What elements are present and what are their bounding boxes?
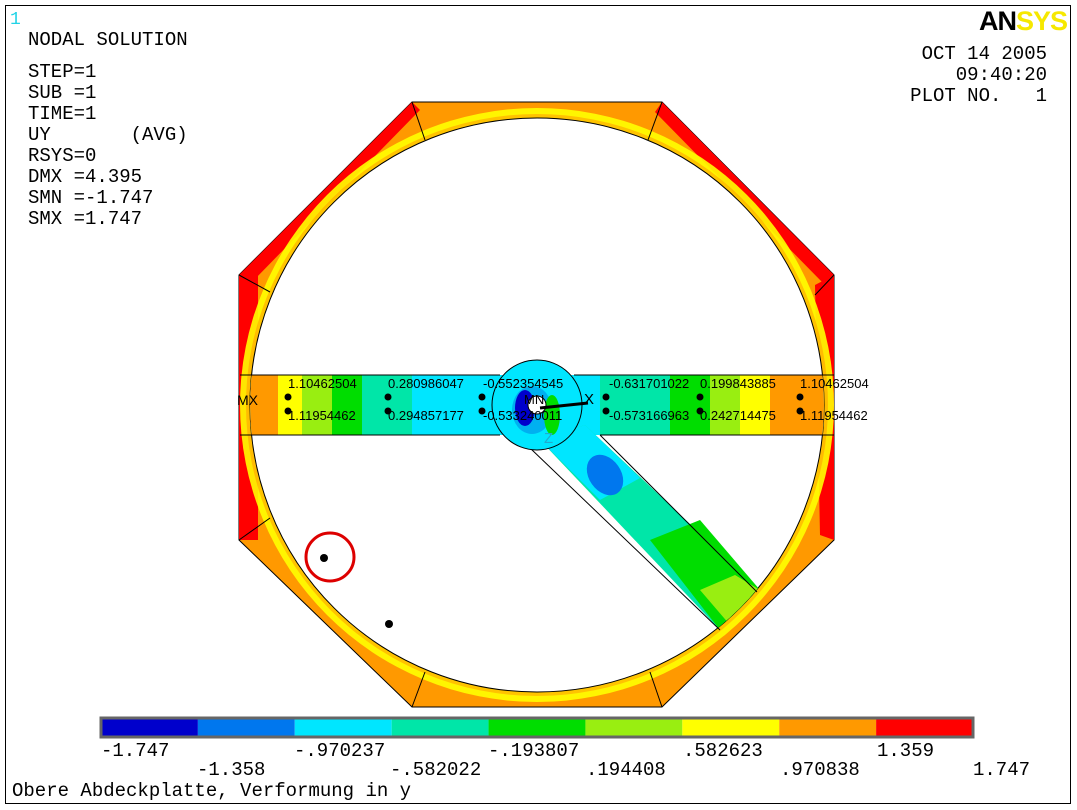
node-label-top-2: 0.280986047 <box>388 376 464 391</box>
info-smn: SMN =-1.747 <box>28 187 154 209</box>
marker-mx: MX <box>237 392 259 408</box>
plot-title: NODAL SOLUTION <box>28 29 188 51</box>
info-sub: SUB =1 <box>28 82 97 104</box>
node-label-bottom-6: 1.11954462 <box>800 408 868 423</box>
ansys-logo: ANSYS <box>978 6 1068 36</box>
info-dmx: DMX =4.395 <box>28 166 143 188</box>
legend-swatch-1 <box>197 718 295 737</box>
info-rsys: RSYS=0 <box>28 145 97 167</box>
legend-tick-4: -.193807 <box>488 740 580 762</box>
plot-frame <box>5 5 1071 804</box>
node-label-bottom-2: 0.294857177 <box>388 408 464 423</box>
legend-swatch-0 <box>101 718 198 737</box>
node-dots <box>284 393 804 628</box>
axis-x: X <box>584 391 594 408</box>
info-smx: SMX =1.747 <box>28 208 143 230</box>
legend-swatch-7 <box>779 718 877 737</box>
plot-time: 09:40:20 <box>955 64 1047 86</box>
info-step: STEP=1 <box>28 61 97 83</box>
legend-swatch-8 <box>876 718 973 737</box>
legend-tick-9: 1.747 <box>973 759 1031 781</box>
plot-date: OCT 14 2005 <box>921 43 1047 65</box>
legend-swatch-4 <box>488 718 586 737</box>
node-label-bottom-1: 1.11954462 <box>288 408 356 423</box>
info-time: TIME=1 <box>28 103 97 125</box>
legend-tick-1: -1.358 <box>197 759 266 781</box>
node-label-top-1: 1.10462504 <box>288 376 357 391</box>
red-edge-ur <box>655 102 834 282</box>
marker-mn: MN <box>524 392 544 407</box>
legend-tick-0: -1.747 <box>101 740 170 762</box>
node-label-top-5: 0.199843885 <box>700 376 776 391</box>
legend-swatch-3 <box>391 718 489 737</box>
legend-color-bar <box>101 718 973 737</box>
legend-tick-6: .582623 <box>683 740 763 762</box>
axis-z: Z <box>544 430 553 447</box>
legend-swatch-6 <box>682 718 780 737</box>
legend-tick-3: -.582022 <box>390 759 482 781</box>
red-edge-ul <box>239 102 420 282</box>
highlight-circle <box>304 531 356 583</box>
legend-tick-8: 1.359 <box>877 740 935 762</box>
node-label-top-4: -0.631701022 <box>609 376 689 391</box>
node-label-bottom-4: -0.573166963 <box>609 408 689 423</box>
plot-caption: Obere Abdeckplatte, Verformung in y <box>12 780 412 802</box>
node-label-top-6: 1.10462504 <box>800 376 869 391</box>
legend-tick-7: .970838 <box>780 759 860 781</box>
legend-tick-5: .194408 <box>586 759 666 781</box>
legend-tick-2: -.970237 <box>294 740 386 762</box>
node-label-bottom-5: 0.242714475 <box>700 408 776 423</box>
info-result: UY (AVG) <box>28 124 188 146</box>
plot-number: PLOT NO. 1 <box>910 85 1047 107</box>
window-number: 1 <box>10 10 21 30</box>
legend-swatch-2 <box>294 718 392 737</box>
node-label-bottom-3: -0.533240011 <box>483 408 562 423</box>
legend-swatch-5 <box>585 718 683 737</box>
node-label-top-3: -0.552354545 <box>483 376 563 391</box>
